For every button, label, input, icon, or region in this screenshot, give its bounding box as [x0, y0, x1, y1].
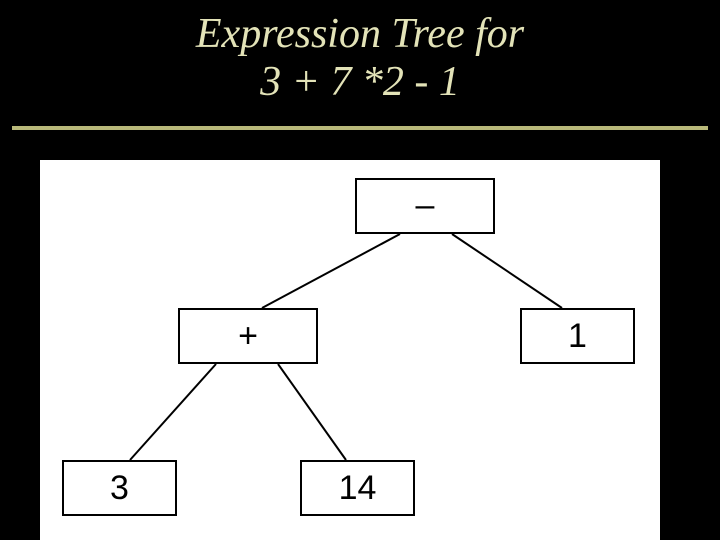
- edge-plus-three: [130, 364, 216, 460]
- edge-plus-ft: [278, 364, 346, 460]
- node-one: 1: [520, 308, 635, 364]
- edge-minus-plus: [262, 234, 400, 308]
- edge-minus-one: [452, 234, 562, 308]
- tree-edges: [0, 0, 720, 540]
- node-fourteen: 14: [300, 460, 415, 516]
- node-minus: –: [355, 178, 495, 234]
- node-three: 3: [62, 460, 177, 516]
- node-plus: +: [178, 308, 318, 364]
